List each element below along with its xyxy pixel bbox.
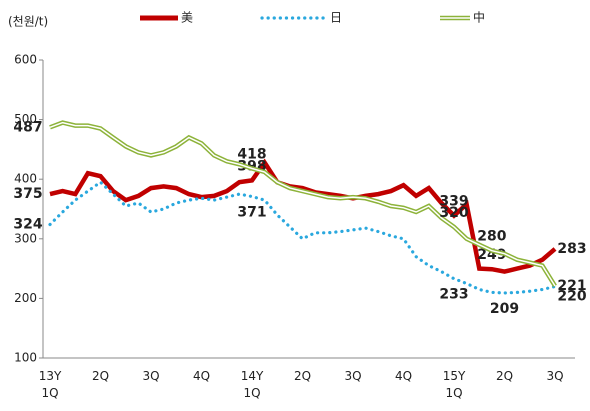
data-label: 280 <box>477 229 506 245</box>
legend-label: 美 <box>181 11 193 25</box>
data-label: 233 <box>439 287 468 303</box>
data-label: 221 <box>557 278 586 294</box>
x-tick-label: 2Q <box>495 369 514 383</box>
data-label: 487 <box>13 119 42 135</box>
x-tick-label: 15Y 1Q <box>442 369 466 400</box>
data-label: 320 <box>439 205 468 221</box>
data-label: 209 <box>490 301 519 317</box>
x-tick-label: 2Q <box>293 369 312 383</box>
y-axis-label: (천원/t) <box>8 14 48 29</box>
series-line <box>49 158 557 274</box>
data-label: 324 <box>13 216 42 232</box>
data-label: 375 <box>13 186 42 202</box>
data-label: 220 <box>557 288 586 304</box>
x-tick-label: 4Q <box>394 369 413 383</box>
series-line <box>48 180 557 295</box>
x-tick-label: 13Y 1Q <box>38 369 62 400</box>
y-tick-label: 500 <box>14 112 37 126</box>
series-line-inner <box>49 121 556 287</box>
y-tick-label: 400 <box>14 172 37 186</box>
data-label: 339 <box>439 194 468 210</box>
x-tick-label: 3Q <box>142 369 160 383</box>
x-tick-label: 4Q <box>192 369 211 383</box>
y-tick-label: 300 <box>14 231 37 245</box>
x-tick-label: 3Q <box>344 369 362 383</box>
x-tick-label: 14Y 1Q <box>240 369 264 400</box>
x-tick-label: 2Q <box>91 369 110 383</box>
legend-label: 日 <box>330 11 342 25</box>
x-tick-label: 3Q <box>546 369 564 383</box>
data-label: 418 <box>237 146 266 162</box>
y-tick-label: 600 <box>14 53 37 67</box>
data-label: 371 <box>237 204 266 220</box>
legend-label: 中 <box>473 10 485 25</box>
y-tick-label: 200 <box>14 291 37 305</box>
y-tick-label: 100 <box>14 351 37 365</box>
data-label: 283 <box>557 241 586 257</box>
